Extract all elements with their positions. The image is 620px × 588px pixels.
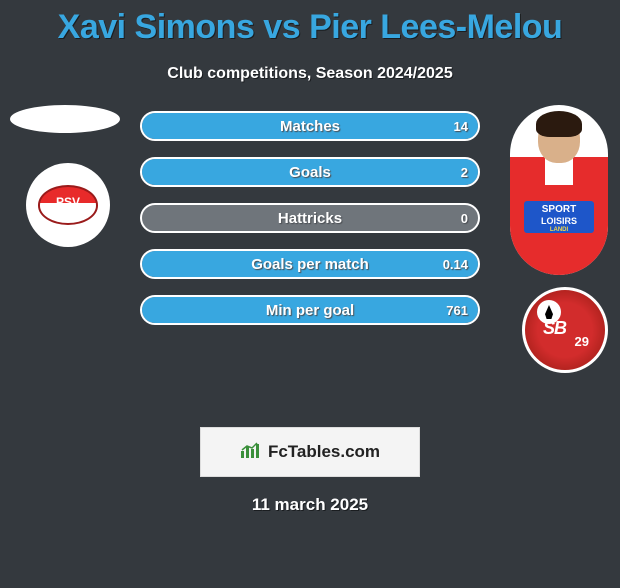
stat-row: Hattricks 0 [140, 203, 480, 233]
subtitle: Club competitions, Season 2024/2025 [0, 65, 620, 83]
stats-bars: Matches 14 Goals 2 Hattricks 0 Goals per match… [140, 111, 480, 341]
stat-value-right: 2 [461, 165, 468, 180]
page-title: Xavi Simons vs Pier Lees-Melou [0, 8, 620, 47]
club-right-code-29: 29 [575, 334, 589, 349]
stat-value-right: 761 [446, 303, 468, 318]
date-label: 11 march 2025 [0, 495, 620, 515]
psv-logo-icon: PSV [38, 185, 98, 225]
stat-row: Goals per match 0.14 [140, 249, 480, 279]
stat-label: Min per goal [266, 302, 354, 319]
stat-value-right: 0 [461, 211, 468, 226]
player-right-column: SPORT LOISIRS LANDI SB 29 [500, 105, 610, 373]
club-badge-left: PSV [26, 163, 110, 247]
stat-label: Goals per match [251, 256, 369, 273]
source-badge: FcTables.com [200, 427, 420, 477]
club-right-code-sb: SB [543, 318, 566, 339]
stat-label: Hattricks [278, 210, 342, 227]
club-left-code: PSV [56, 195, 80, 209]
stat-value-right: 14 [454, 119, 468, 134]
sponsor-line2: LOISIRS [524, 216, 594, 227]
stat-label: Goals [289, 164, 331, 181]
stat-label: Matches [280, 118, 340, 135]
chart-icon [240, 441, 262, 464]
stat-row: Matches 14 [140, 111, 480, 141]
stat-row: Min per goal 761 [140, 295, 480, 325]
stat-row: Goals 2 [140, 157, 480, 187]
sponsor-line1: SPORT [542, 204, 576, 215]
player-hair-icon [536, 111, 582, 137]
player-left-placeholder [10, 105, 120, 133]
sponsor-line3: LANDI [524, 227, 594, 234]
stat-value-right: 0.14 [443, 257, 468, 272]
club-badge-right: SB 29 [522, 287, 608, 373]
source-brand: FcTables.com [268, 442, 380, 462]
comparison-area: PSV SPORT LOISIRS LANDI SB 29 Matches 14 G… [0, 111, 620, 421]
player-right-photo: SPORT LOISIRS LANDI [510, 105, 608, 275]
jersey-sponsor: SPORT LOISIRS LANDI [524, 201, 594, 233]
player-left-column: PSV [10, 105, 120, 247]
